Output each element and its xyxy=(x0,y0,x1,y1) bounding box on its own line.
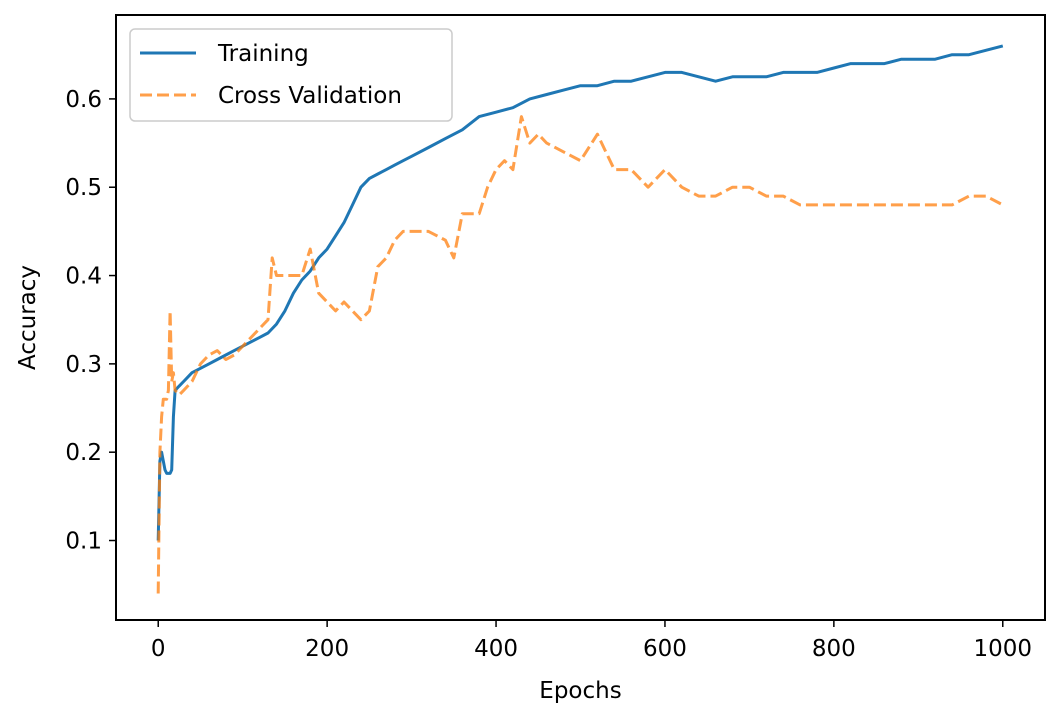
y-tick-label: 0.4 xyxy=(65,264,102,290)
plot-frame xyxy=(115,14,1046,621)
legend-label: Training xyxy=(217,41,309,67)
x-tick-label: 1000 xyxy=(973,636,1032,662)
x-tick-label: 800 xyxy=(812,636,856,662)
x-tick-label: 400 xyxy=(474,636,518,662)
x-tick-label: 200 xyxy=(305,636,349,662)
x-tick-label: 0 xyxy=(151,636,166,662)
legend-label: Cross Validation xyxy=(218,83,402,109)
y-tick-label: 0.3 xyxy=(65,352,102,378)
y-axis-ticks: 0.1 0.2 0.3 0.4 0.5 0.6 xyxy=(65,87,116,555)
y-tick-label: 0.1 xyxy=(65,529,102,555)
legend: Training Cross Validation xyxy=(129,28,453,122)
x-axis-ticks: 0 200 400 600 800 1000 xyxy=(151,620,1032,662)
series-layer xyxy=(156,44,1004,594)
series-line-training xyxy=(156,44,1004,541)
series-line-cross-validation xyxy=(156,115,1004,594)
y-tick-label: 0.2 xyxy=(65,440,102,466)
x-tick-label: 600 xyxy=(643,636,687,662)
x-axis-label: Epochs xyxy=(539,678,621,704)
legend-box xyxy=(129,28,453,122)
y-tick-label: 0.5 xyxy=(65,175,102,201)
y-tick-label: 0.6 xyxy=(65,87,102,113)
y-axis-label: Accuracy xyxy=(15,265,41,370)
